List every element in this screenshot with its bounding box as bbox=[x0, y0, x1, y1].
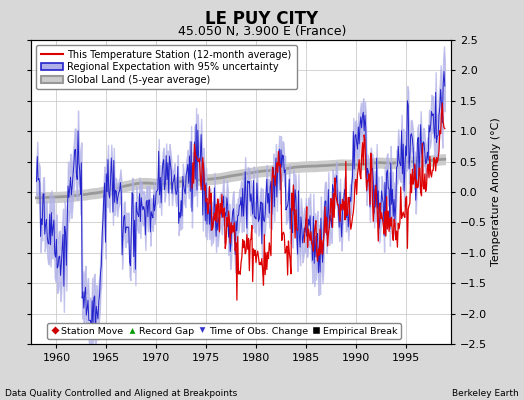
Text: 45.050 N, 3.900 E (France): 45.050 N, 3.900 E (France) bbox=[178, 25, 346, 38]
Text: Berkeley Earth: Berkeley Earth bbox=[452, 389, 519, 398]
Legend: Station Move, Record Gap, Time of Obs. Change, Empirical Break: Station Move, Record Gap, Time of Obs. C… bbox=[47, 323, 401, 339]
Y-axis label: Temperature Anomaly (°C): Temperature Anomaly (°C) bbox=[491, 118, 501, 266]
Text: Data Quality Controlled and Aligned at Breakpoints: Data Quality Controlled and Aligned at B… bbox=[5, 389, 237, 398]
Text: LE PUY CITY: LE PUY CITY bbox=[205, 10, 319, 28]
